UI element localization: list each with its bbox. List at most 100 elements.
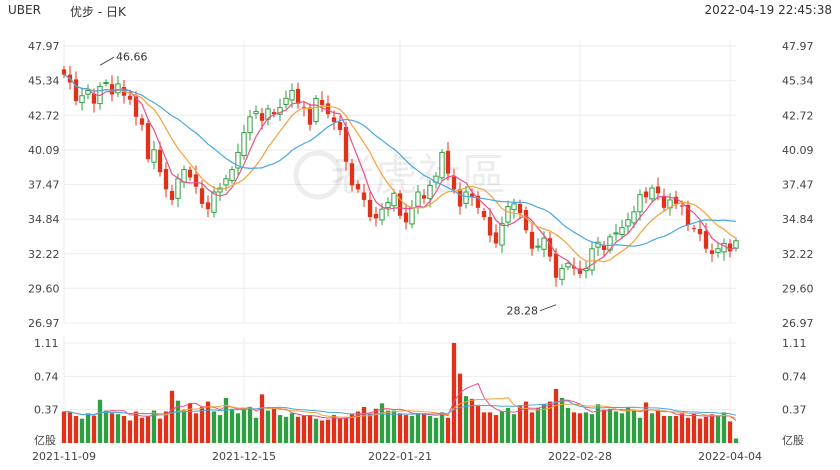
candle-body xyxy=(427,184,433,200)
volume-ma5-line xyxy=(63,382,737,421)
volume-tick-left: 0.37 xyxy=(34,404,59,417)
candle-body xyxy=(379,208,385,221)
date-tick-label: 2022-02-28 xyxy=(548,450,612,463)
candle-body xyxy=(241,132,247,157)
candle-body xyxy=(637,194,643,213)
volume-bar xyxy=(373,408,379,443)
high-price-annotation: 46.66 xyxy=(116,50,148,63)
candle-body xyxy=(211,191,217,213)
volume-bar xyxy=(553,388,559,443)
candle-body xyxy=(301,106,307,108)
volume-bar xyxy=(601,409,607,443)
date-tick-label: 2022-04-04 xyxy=(698,450,762,463)
volume-bar xyxy=(241,408,247,443)
volume-bar xyxy=(199,406,205,443)
volume-bar xyxy=(397,413,403,443)
volume-bar xyxy=(175,400,181,443)
candle-body xyxy=(673,196,679,204)
volume-bar xyxy=(685,417,691,443)
candle-body xyxy=(169,190,175,200)
volume-bar xyxy=(631,409,637,443)
candle-body xyxy=(577,268,583,274)
volume-bar xyxy=(487,412,493,443)
volume-bar xyxy=(85,413,91,443)
volume-bar xyxy=(391,410,397,443)
volume-bar xyxy=(73,415,79,443)
volume-bar xyxy=(619,413,625,443)
annotation-leader xyxy=(99,56,115,66)
volume-tick-left: 0.74 xyxy=(34,370,59,383)
volume-bar xyxy=(151,410,157,443)
date-tick-label: 2021-12-15 xyxy=(212,450,276,463)
candle-body xyxy=(523,209,529,231)
candle-body xyxy=(397,193,403,216)
candle-body xyxy=(493,232,499,244)
candle-body xyxy=(175,178,181,199)
volume-bar xyxy=(109,413,115,443)
candle-body xyxy=(385,202,391,209)
volume-bar xyxy=(451,343,457,443)
candle-body xyxy=(199,188,205,204)
volume-bar xyxy=(127,420,133,443)
candle-body xyxy=(283,97,289,105)
price-tick-right: 26.97 xyxy=(782,317,814,330)
volume-bar xyxy=(409,415,415,443)
candle-body xyxy=(481,211,487,218)
volume-bar xyxy=(511,414,517,443)
volume-tick-right: 0.74 xyxy=(782,370,807,383)
watermark-logo xyxy=(293,150,343,200)
volume-bar xyxy=(691,413,697,443)
candle-body xyxy=(313,97,319,123)
candle-body xyxy=(349,163,355,186)
volume-bar xyxy=(157,418,163,443)
volume-bar xyxy=(679,413,685,443)
price-tick-left: 34.84 xyxy=(28,213,60,226)
volume-bar xyxy=(613,411,619,443)
volume-bar xyxy=(361,406,367,443)
candle-body xyxy=(631,211,637,224)
chart-period: 优步 - 日K xyxy=(70,5,126,19)
candle-body xyxy=(679,205,685,207)
candle-body xyxy=(709,250,715,255)
volume-bar xyxy=(493,415,499,443)
candle-body xyxy=(619,227,625,235)
volume-bar xyxy=(595,404,601,443)
candle-body xyxy=(391,192,397,207)
price-tick-left: 29.60 xyxy=(28,282,60,295)
volume-bar xyxy=(331,415,337,443)
price-tick-left: 40.09 xyxy=(28,144,60,157)
volume-bar xyxy=(337,418,343,443)
volume-bar xyxy=(325,419,331,443)
chart-header: UBER 优步 - 日K 2022-04-19 22:45:38 xyxy=(0,0,840,22)
candle-body xyxy=(151,149,157,163)
candle-body xyxy=(187,169,193,178)
candle-body xyxy=(247,116,253,134)
candle-body xyxy=(409,207,415,225)
volume-bar xyxy=(589,414,595,443)
volume-bar xyxy=(163,411,169,443)
volume-bar xyxy=(97,399,103,443)
ma20-line xyxy=(63,74,737,247)
volume-bar xyxy=(415,413,421,443)
candle-body xyxy=(661,196,667,208)
candle-body xyxy=(703,231,709,249)
volume-bar xyxy=(307,415,313,443)
candle-body xyxy=(511,203,517,211)
volume-bar xyxy=(565,407,571,443)
price-tick-right: 29.60 xyxy=(782,282,814,295)
candle-body xyxy=(559,268,565,280)
candle-body xyxy=(643,191,649,198)
volume-unit-right: 亿股 xyxy=(782,434,804,447)
candle-body xyxy=(277,107,283,115)
volume-bar xyxy=(667,415,673,443)
volume-bar xyxy=(583,412,589,443)
candle-body xyxy=(127,95,133,100)
price-tick-right: 34.84 xyxy=(782,213,814,226)
price-tick-right: 32.22 xyxy=(782,248,814,261)
volume-bar xyxy=(385,410,391,443)
volume-bar xyxy=(367,414,373,443)
volume-bar xyxy=(79,418,85,443)
candle-body xyxy=(541,237,547,250)
volume-bar xyxy=(571,412,577,443)
volume-tick-right: 1.11 xyxy=(782,337,807,350)
